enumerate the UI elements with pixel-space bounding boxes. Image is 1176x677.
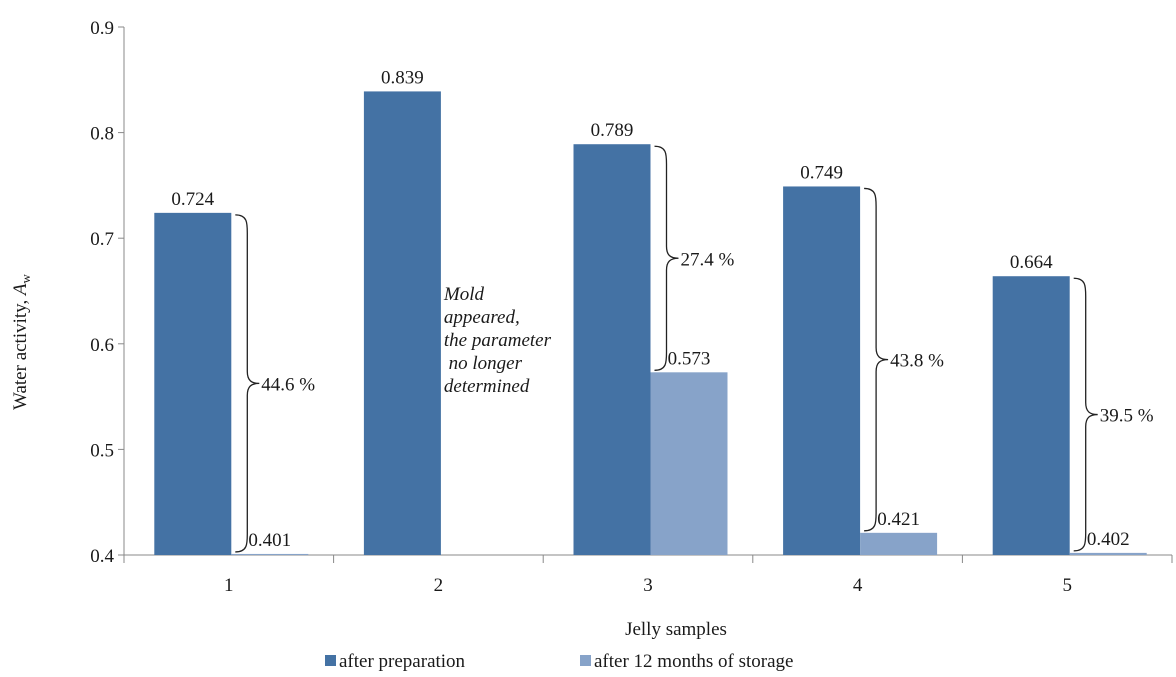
legend-swatch-after-preparation xyxy=(325,655,336,666)
y-tick-label: 0.5 xyxy=(90,440,114,461)
y-axis: 0.4 0.5 0.6 0.7 0.8 0.9 xyxy=(90,18,125,567)
bar-after-storage xyxy=(231,553,309,555)
percent-change-brace xyxy=(235,214,260,553)
bar-after-preparation xyxy=(992,276,1070,555)
annotations: 44.6 % 27.4 % 43.8 % 39.5 % Mold appeared, the… xyxy=(235,145,1154,553)
percent-change-brace xyxy=(654,145,679,371)
y-tick-label: 0.8 xyxy=(90,124,114,145)
data-label: 0.573 xyxy=(668,348,711,369)
y-tick-label: 0.4 xyxy=(90,546,114,567)
data-label: 0.724 xyxy=(171,189,214,210)
bar-after-preparation xyxy=(783,186,861,555)
percent-change-label: 43.8 % xyxy=(890,351,944,372)
percent-change-brace xyxy=(1073,277,1098,552)
x-axis-title: Jelly samples xyxy=(625,619,727,640)
y-axis-title: Water activity, Aw xyxy=(10,273,33,410)
data-labels: 0.724 0.839 0.789 0.749 0.664 0.401 0.573 0.421… xyxy=(171,67,1129,551)
percent-change-label: 44.6 % xyxy=(261,374,315,395)
legend-label: after 12 months of storage xyxy=(594,651,793,672)
data-label: 0.401 xyxy=(248,530,291,551)
x-axis: 1 2 3 4 5 xyxy=(123,554,1173,596)
data-label: 0.421 xyxy=(877,509,920,530)
data-label: 0.789 xyxy=(591,120,634,141)
bar-after-preparation xyxy=(363,91,441,555)
x-tick-label: 5 xyxy=(1062,575,1072,596)
data-label: 0.749 xyxy=(800,162,843,183)
bar-after-storage xyxy=(860,532,938,555)
y-tick-label: 0.7 xyxy=(90,229,114,250)
percent-change-label: 39.5 % xyxy=(1100,406,1154,427)
legend-swatch-after-storage xyxy=(580,655,591,666)
x-tick-label: 1 xyxy=(224,575,234,596)
legend: after preparation after 12 months of stor… xyxy=(325,651,793,672)
data-label: 0.402 xyxy=(1087,529,1130,550)
legend-label: after preparation xyxy=(339,651,466,672)
y-tick-label: 0.6 xyxy=(90,335,114,356)
data-label: 0.664 xyxy=(1010,252,1053,273)
mold-note: Mold appeared, the parameter no longer dete… xyxy=(443,284,552,397)
percent-change-brace xyxy=(864,187,889,532)
x-tick-label: 2 xyxy=(434,575,444,596)
x-tick-label: 4 xyxy=(853,575,863,596)
x-tick-label: 3 xyxy=(643,575,653,596)
bar-after-storage xyxy=(650,372,728,555)
bar-after-preparation xyxy=(573,144,651,555)
bar-after-preparation xyxy=(154,212,232,555)
bar-after-storage xyxy=(1069,552,1147,555)
bars xyxy=(154,91,1147,555)
y-tick-label: 0.9 xyxy=(90,18,114,39)
percent-change-label: 27.4 % xyxy=(681,249,735,270)
data-label: 0.839 xyxy=(381,67,424,88)
